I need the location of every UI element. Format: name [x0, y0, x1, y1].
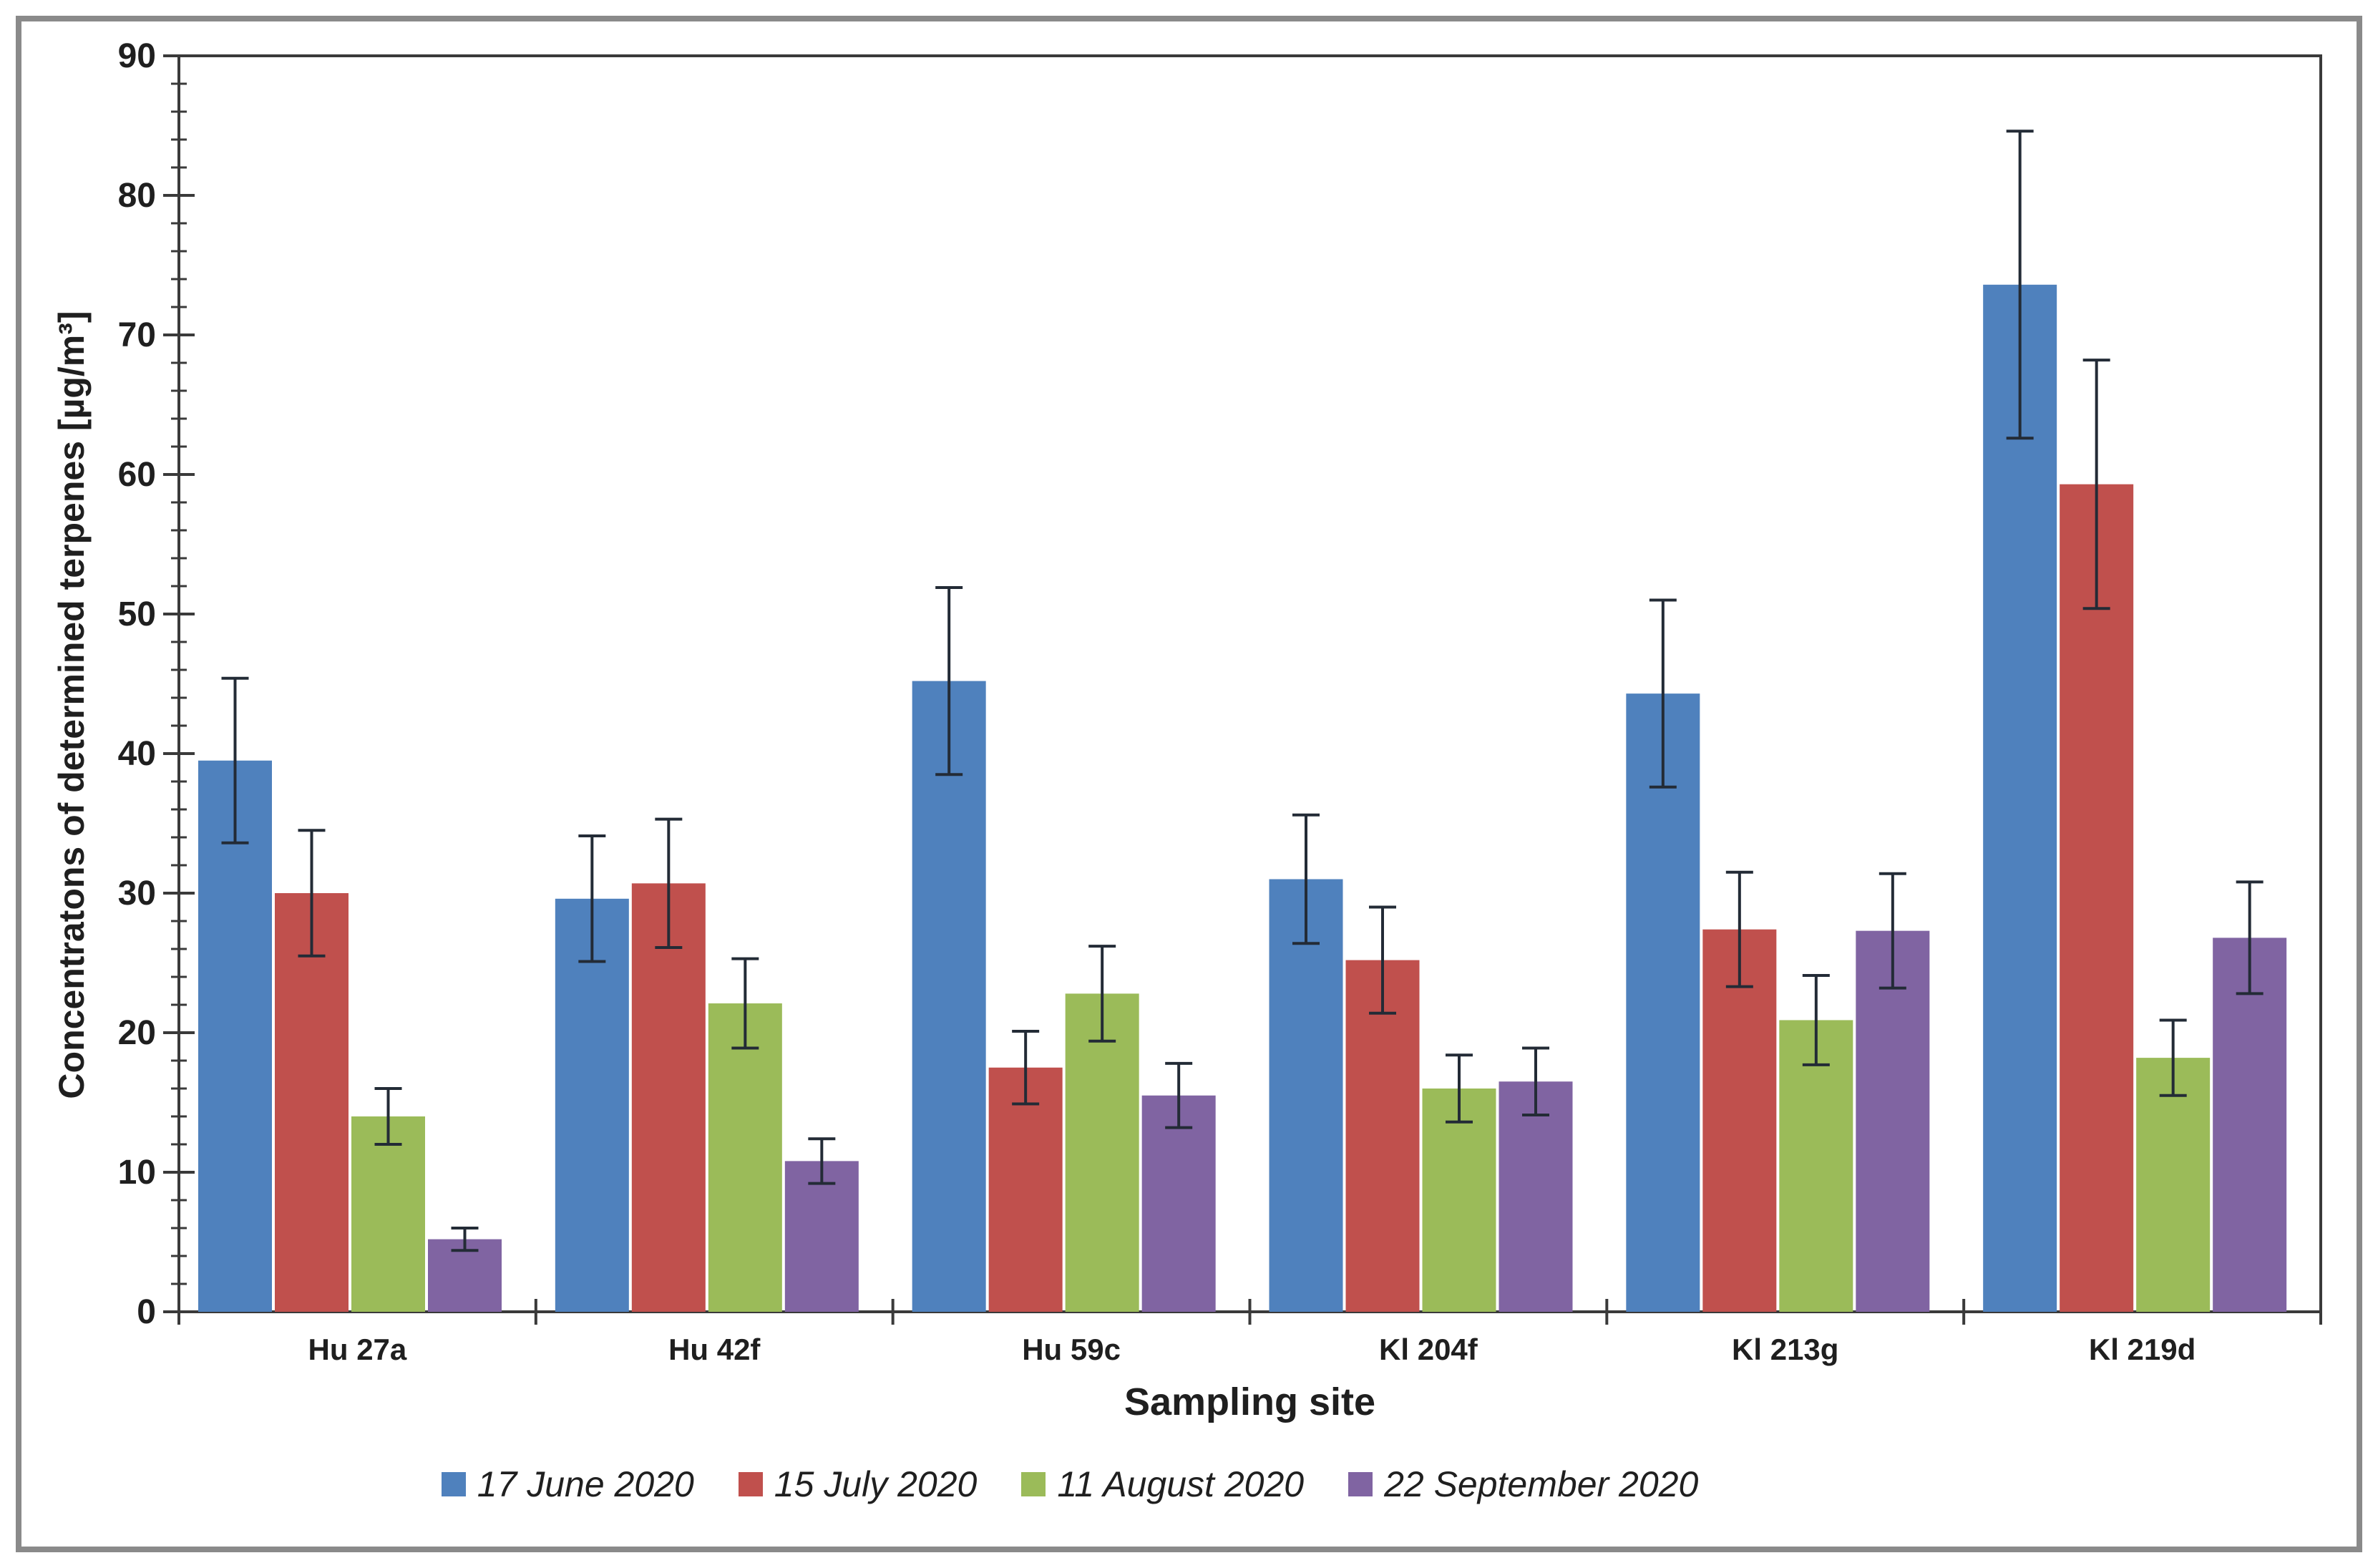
- legend-label-august: 11 August 2020: [1057, 1464, 1305, 1504]
- y-tick-label: 50: [118, 595, 156, 633]
- category-label: Hu 42f: [668, 1333, 761, 1366]
- category-label: Kl 213g: [1732, 1333, 1838, 1366]
- y-tick-label: 60: [118, 456, 156, 494]
- legend-label-july: 15 July 2020: [774, 1464, 978, 1504]
- bar-Kl219d-s1: [2060, 484, 2134, 1312]
- y-tick-label: 30: [118, 875, 156, 912]
- legend-item-september: 22 September 2020: [1348, 1464, 1698, 1505]
- category-label: Hu 27a: [308, 1333, 407, 1366]
- bar-Hu27a-s1: [275, 893, 349, 1312]
- bar-Kl219d-s2: [2136, 1058, 2211, 1312]
- legend-swatch-june: [441, 1472, 466, 1496]
- bar-Kl204f-s1: [1345, 960, 1420, 1312]
- legend: 17 June 2020 15 July 2020 11 August 2020…: [0, 1464, 2140, 1505]
- bar-Hu42f-s0: [555, 898, 629, 1312]
- legend-swatch-september: [1348, 1472, 1373, 1496]
- bar-Kl204f-s0: [1269, 879, 1343, 1312]
- category-label: Kl 219d: [2089, 1333, 2196, 1366]
- y-tick-label: 10: [118, 1154, 156, 1192]
- bar-Kl213g-s0: [1626, 693, 1700, 1312]
- x-axis-title: Sampling site: [1124, 1380, 1376, 1423]
- y-tick-label: 80: [118, 177, 156, 215]
- bar-Hu59c-s1: [988, 1067, 1063, 1312]
- y-axis-title: Concentratons of determined terpenes [µg…: [52, 311, 92, 1099]
- bar-Kl213g-s2: [1779, 1020, 1853, 1312]
- bar-Hu59c-s3: [1141, 1095, 1216, 1312]
- bar-Kl213g-s1: [1702, 929, 1777, 1312]
- category-label: Kl 204f: [1379, 1333, 1478, 1366]
- legend-item-july: 15 July 2020: [738, 1464, 978, 1505]
- bar-Kl213g-s3: [1856, 930, 1930, 1312]
- bar-Hu42f-s1: [631, 883, 706, 1312]
- y-tick-label: 70: [118, 316, 156, 354]
- bar-Hu59c-s0: [912, 681, 986, 1312]
- legend-item-june: 17 June 2020: [441, 1464, 694, 1505]
- bar-Kl219d-s0: [1983, 284, 2057, 1312]
- bar-Hu27a-s2: [351, 1116, 425, 1312]
- legend-item-august: 11 August 2020: [1021, 1464, 1304, 1505]
- legend-swatch-august: [1021, 1472, 1046, 1496]
- bar-Kl219d-s3: [2213, 938, 2287, 1312]
- bar-Kl204f-s3: [1499, 1081, 1573, 1312]
- y-tick-label: 20: [118, 1014, 156, 1052]
- bar-Hu42f-s2: [708, 1003, 782, 1312]
- legend-label-june: 17 June 2020: [477, 1464, 694, 1504]
- legend-label-september: 22 September 2020: [1384, 1464, 1699, 1504]
- y-tick-label: 40: [118, 735, 156, 773]
- y-tick-label: 90: [118, 37, 156, 75]
- bar-Hu59c-s2: [1065, 993, 1139, 1312]
- category-label: Hu 59c: [1022, 1333, 1121, 1366]
- legend-swatch-july: [738, 1472, 763, 1496]
- bar-Hu27a-s0: [198, 760, 272, 1312]
- bar-Kl204f-s2: [1422, 1089, 1496, 1312]
- bar-Hu42f-s3: [784, 1161, 859, 1312]
- y-tick-label: 0: [137, 1293, 156, 1331]
